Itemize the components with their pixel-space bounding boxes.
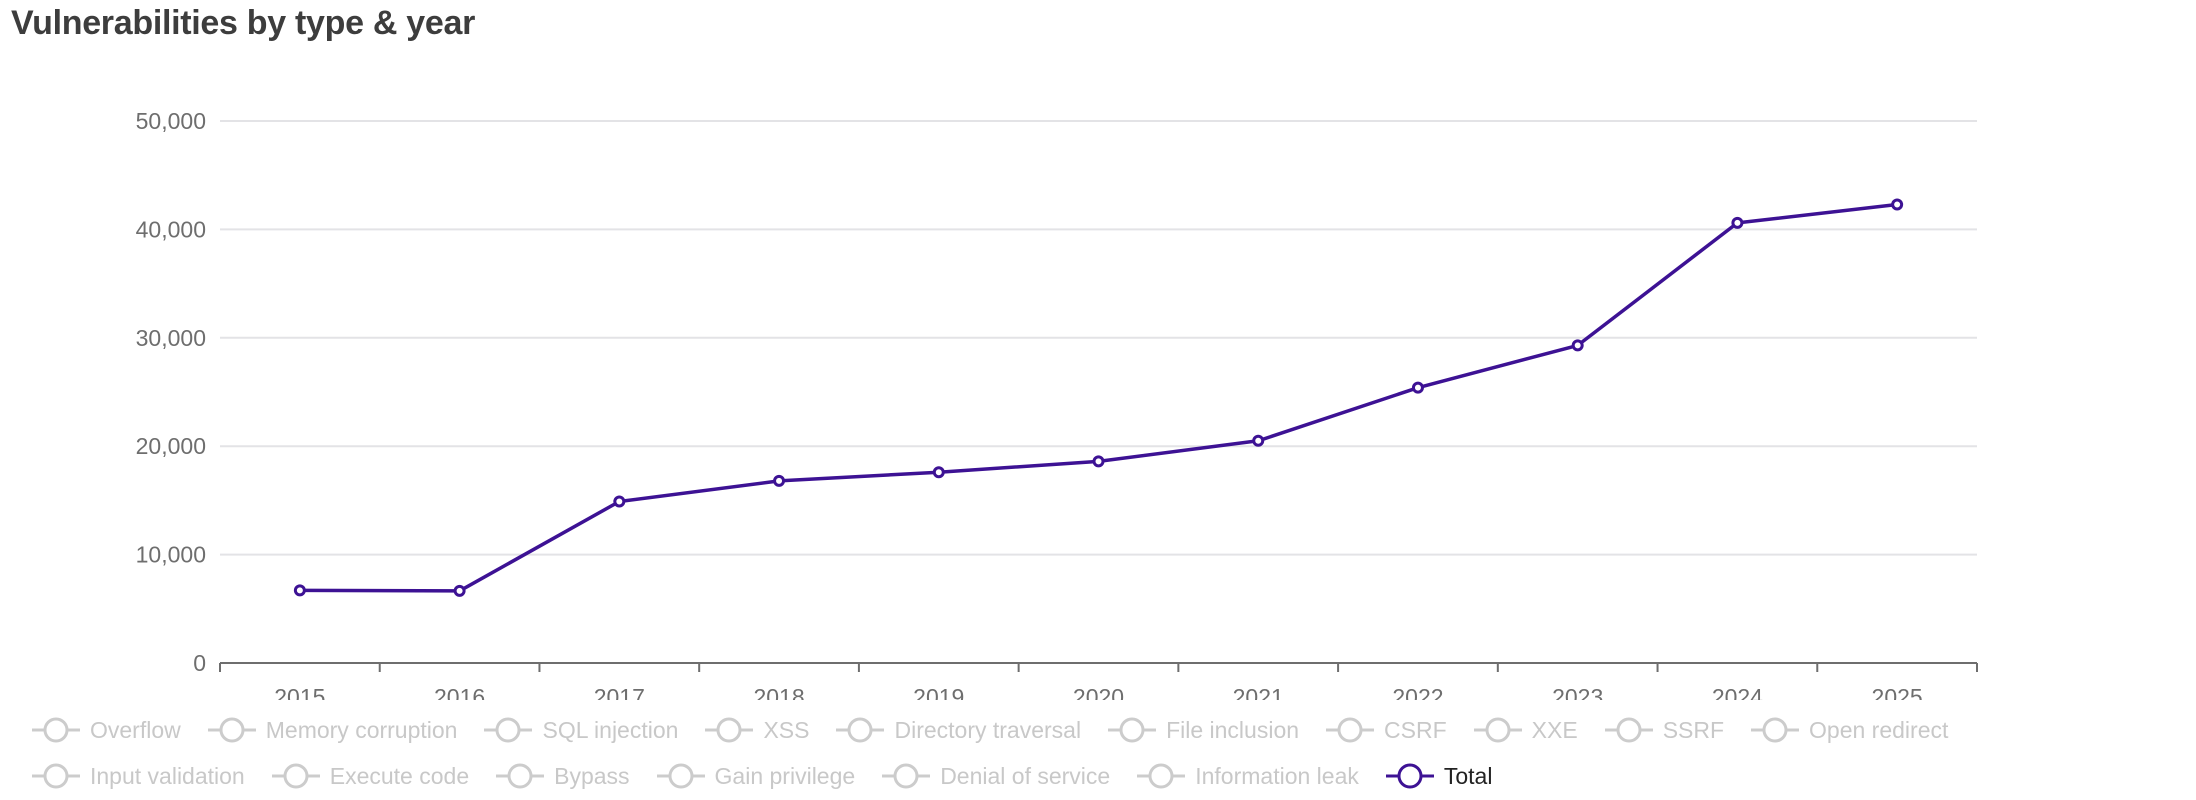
y-tick-label: 0 (193, 650, 206, 676)
line-marker-icon (1108, 717, 1157, 743)
legend-item-execute-code[interactable]: Execute code (270, 761, 469, 791)
data-point[interactable] (613, 495, 626, 508)
legend-label: Open redirect (1809, 716, 1949, 743)
x-tick-label: 2022 (1392, 684, 1443, 700)
data-point[interactable] (1731, 216, 1744, 229)
line-marker-icon (1137, 763, 1186, 789)
line-marker-icon (705, 717, 754, 743)
chart-title: Vulnerabilities by type & year (11, 4, 476, 42)
legend-row-1: Overflow Memory corruption SQL injection XS… (30, 715, 1973, 745)
x-tick-label: 2017 (594, 684, 645, 700)
data-point[interactable] (293, 584, 306, 597)
legend-label: Denial of service (940, 762, 1111, 789)
x-tick-label: 2023 (1552, 684, 1603, 700)
y-axis: 0 10,000 20,000 30,000 40,000 50,000 (136, 108, 206, 676)
legend-item-sql-injection[interactable]: SQL injection (482, 715, 678, 745)
data-point[interactable] (1252, 434, 1265, 447)
data-point[interactable] (453, 584, 466, 597)
y-tick-label: 10,000 (136, 542, 206, 568)
x-tick-label: 2018 (753, 684, 804, 700)
legend-label: Directory traversal (894, 716, 1082, 743)
legend-item-overflow[interactable]: Overflow (30, 715, 181, 745)
data-point[interactable] (1411, 381, 1424, 394)
legend-item-directory-traversal[interactable]: Directory traversal (834, 715, 1081, 745)
x-tick-label: 2024 (1712, 684, 1763, 700)
line-marker-icon (1326, 717, 1375, 743)
data-point[interactable] (1891, 198, 1904, 211)
legend-label: Overflow (90, 716, 181, 743)
line-marker-icon (656, 763, 705, 789)
x-tick-label: 2021 (1233, 684, 1284, 700)
line-marker-icon (1751, 717, 1800, 743)
line-marker-icon (32, 717, 80, 743)
series-total[interactable] (293, 198, 1904, 597)
legend-label: Input validation (90, 762, 245, 789)
line-marker-icon (882, 763, 931, 789)
y-tick-label: 40,000 (136, 216, 206, 242)
legend-item-bypass[interactable]: Bypass (494, 761, 630, 791)
legend-label: Gain privilege (714, 762, 856, 789)
legend-label: SSRF (1662, 716, 1725, 743)
y-tick-label: 50,000 (136, 108, 206, 134)
data-point[interactable] (1092, 455, 1105, 468)
legend-item-denial-of-service[interactable]: Denial of service (880, 761, 1110, 791)
x-tick-label: 2019 (913, 684, 964, 700)
gridlines (220, 120, 1977, 556)
line-marker-icon (271, 763, 320, 789)
line-marker-icon (836, 717, 885, 743)
legend-label: Total (1443, 762, 1493, 789)
x-tick-label: 2015 (274, 684, 325, 700)
x-tick-label: 2025 (1872, 684, 1923, 700)
legend-item-xxe[interactable]: XXE (1472, 715, 1578, 745)
data-point[interactable] (932, 466, 945, 479)
legend-item-total[interactable]: Total (1384, 761, 1493, 791)
legend-label: Execute code (329, 762, 470, 789)
data-point[interactable] (773, 474, 786, 487)
legend-label: Information leak (1195, 762, 1359, 789)
legend-label: File inclusion (1166, 716, 1300, 743)
y-tick-label: 30,000 (136, 325, 206, 351)
legend-item-input-validation[interactable]: Input validation (30, 761, 245, 791)
legend-item-gain-privilege[interactable]: Gain privilege (655, 761, 856, 791)
legend-row-2: Input validation Execute code Bypass Gain p… (30, 761, 1517, 791)
legend-item-open-redirect[interactable]: Open redirect (1749, 715, 1948, 745)
legend-item-xss[interactable]: XSS (703, 715, 809, 745)
series-line[interactable] (299, 202, 1898, 593)
line-marker-icon (496, 763, 545, 789)
legend-item-ssrf[interactable]: SSRF (1603, 715, 1724, 745)
legend-label: Memory corruption (265, 716, 458, 743)
line-marker-icon (207, 717, 256, 743)
line-marker-icon (1473, 717, 1522, 743)
legend-label: CSRF (1384, 716, 1447, 743)
legend-label: XXE (1531, 716, 1578, 743)
legend-item-information-leak[interactable]: Information leak (1135, 761, 1359, 791)
x-axis: 2015 2016 2017 2018 2019 2020 2021 2022 2023 2024… (219, 662, 1978, 700)
legend-label: SQL injection (542, 716, 679, 743)
legend-label: XSS (763, 716, 810, 743)
x-tick-label: 2016 (434, 684, 485, 700)
line-marker-icon (32, 763, 80, 789)
x-tick-label: 2020 (1073, 684, 1124, 700)
legend-label: Bypass (554, 762, 630, 789)
legend-item-memory-corruption[interactable]: Memory corruption (206, 715, 458, 745)
y-tick-label: 20,000 (136, 433, 206, 459)
legend-item-csrf[interactable]: CSRF (1324, 715, 1447, 745)
legend-item-file-inclusion[interactable]: File inclusion (1106, 715, 1299, 745)
line-chart: 0 10,000 20,000 30,000 40,000 50,000 2015 2016… (136, 108, 1978, 700)
line-marker-icon (484, 717, 533, 743)
line-marker-icon (1385, 763, 1434, 789)
line-marker-icon (1604, 717, 1653, 743)
data-point[interactable] (1571, 339, 1584, 352)
